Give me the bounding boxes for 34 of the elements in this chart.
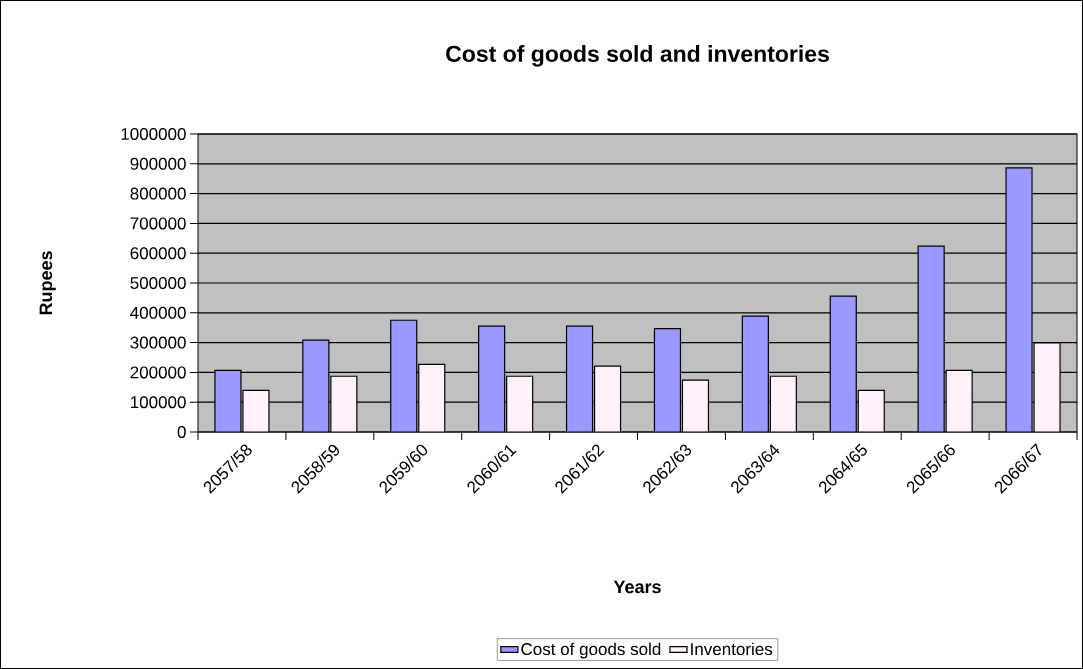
bar [390,319,418,432]
bar [829,295,857,432]
y-tick-label: 800000 [130,187,186,200]
y-tick-label: 1000000 [121,127,186,141]
y-axis-title: Rupees [39,251,56,315]
bar [418,363,446,432]
chart-title: Cost of goods sold and inventories [446,45,829,67]
bar [302,339,330,432]
bar [681,379,710,432]
x-axis-title: Years [613,580,661,594]
bar [653,327,682,432]
bar [1005,167,1033,432]
y-tick-label: 300000 [130,336,186,349]
y-tick-label: 0 [177,425,186,439]
y-tick-label: 200000 [130,366,186,379]
y-tick-label: 700000 [130,217,186,230]
y-tick-label: 900000 [130,157,186,170]
legend-label: Inventories [691,642,773,656]
legend-label: Cost of goods sold [521,642,661,659]
y-tick-label: 500000 [130,276,186,290]
y-tick-label: 400000 [130,306,186,319]
bar [593,365,622,432]
bar [917,245,945,432]
bar [214,369,242,432]
bar [857,389,885,432]
bar [945,369,973,432]
y-tick-label: 100000 [131,396,186,409]
bar [565,325,594,432]
bar [741,315,769,432]
y-tick-label: 600000 [130,247,186,260]
bar [1033,342,1061,432]
bar [478,325,506,432]
bar [769,375,797,432]
bar [506,375,534,432]
